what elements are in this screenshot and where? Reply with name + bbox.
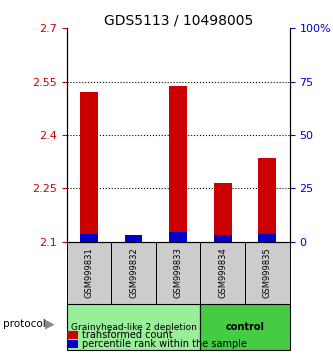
- Text: GSM999831: GSM999831: [84, 247, 94, 298]
- Bar: [125, 235, 143, 242]
- Text: control: control: [225, 322, 265, 332]
- Bar: [169, 232, 187, 242]
- Text: transformed count: transformed count: [82, 330, 172, 340]
- Text: Grainyhead-like 2 depletion: Grainyhead-like 2 depletion: [71, 323, 196, 332]
- Text: protocol: protocol: [3, 319, 46, 329]
- Bar: [156, 242, 200, 304]
- Bar: [214, 183, 232, 242]
- Bar: [80, 92, 98, 242]
- Text: GSM999832: GSM999832: [129, 247, 138, 298]
- Bar: [214, 235, 232, 242]
- Bar: [111, 242, 156, 304]
- Bar: [245, 242, 290, 304]
- Text: ▶: ▶: [45, 318, 55, 330]
- Text: percentile rank within the sample: percentile rank within the sample: [82, 339, 246, 349]
- Bar: [67, 242, 111, 304]
- Title: GDS5113 / 10498005: GDS5113 / 10498005: [104, 13, 253, 27]
- Bar: [125, 240, 143, 242]
- Text: GSM999835: GSM999835: [263, 247, 272, 298]
- Bar: [200, 242, 245, 304]
- Bar: [258, 158, 276, 242]
- Bar: [169, 86, 187, 242]
- Bar: [200, 304, 290, 350]
- Bar: [67, 304, 200, 350]
- Text: GSM999833: GSM999833: [173, 247, 183, 298]
- Bar: [80, 234, 98, 242]
- Text: GSM999834: GSM999834: [218, 247, 227, 298]
- Bar: [258, 234, 276, 242]
